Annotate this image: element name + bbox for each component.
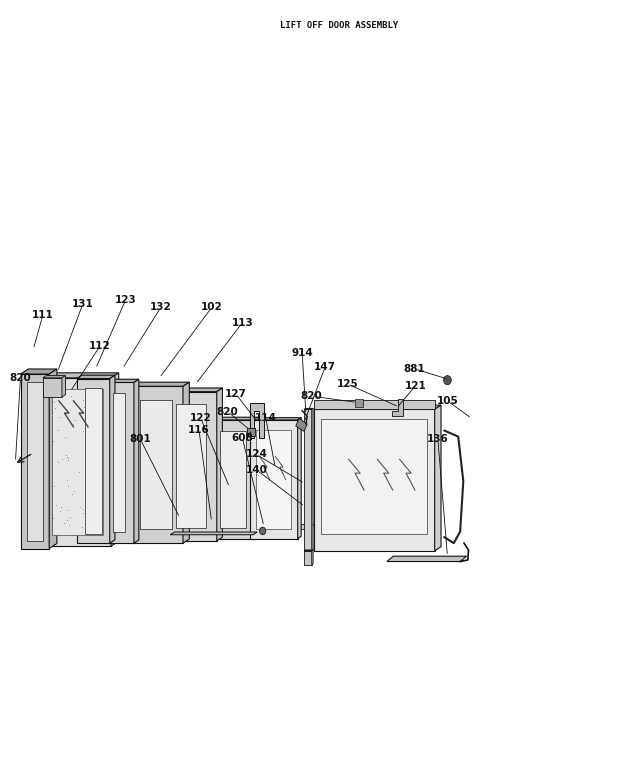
Text: 102: 102 bbox=[201, 303, 223, 313]
Text: 820: 820 bbox=[217, 406, 239, 416]
Polygon shape bbox=[314, 400, 435, 409]
Polygon shape bbox=[20, 369, 57, 374]
Polygon shape bbox=[78, 525, 315, 529]
Text: 105: 105 bbox=[436, 396, 458, 406]
Polygon shape bbox=[255, 417, 259, 538]
Polygon shape bbox=[304, 551, 312, 564]
Polygon shape bbox=[298, 418, 301, 538]
Polygon shape bbox=[62, 376, 65, 397]
Polygon shape bbox=[220, 431, 246, 528]
Text: 608: 608 bbox=[232, 432, 253, 442]
Text: 136: 136 bbox=[427, 434, 449, 444]
Polygon shape bbox=[27, 382, 43, 541]
Text: 820: 820 bbox=[301, 391, 323, 401]
Polygon shape bbox=[77, 376, 115, 379]
Text: 124: 124 bbox=[245, 449, 268, 459]
Text: LIFT OFF DOOR ASSEMBLY: LIFT OFF DOOR ASSEMBLY bbox=[280, 21, 398, 29]
Polygon shape bbox=[246, 429, 255, 436]
Circle shape bbox=[444, 376, 451, 385]
Polygon shape bbox=[217, 388, 222, 541]
Text: 112: 112 bbox=[90, 341, 111, 351]
Polygon shape bbox=[435, 406, 441, 551]
Polygon shape bbox=[211, 420, 255, 538]
Polygon shape bbox=[166, 392, 217, 541]
Polygon shape bbox=[170, 532, 257, 535]
Polygon shape bbox=[183, 382, 189, 543]
Text: 127: 127 bbox=[225, 389, 247, 399]
Polygon shape bbox=[355, 399, 364, 407]
Text: 123: 123 bbox=[115, 295, 136, 305]
Polygon shape bbox=[129, 386, 183, 543]
Polygon shape bbox=[250, 418, 301, 420]
Polygon shape bbox=[256, 430, 291, 529]
Polygon shape bbox=[111, 372, 118, 546]
Polygon shape bbox=[296, 419, 307, 432]
Text: 111: 111 bbox=[32, 310, 54, 320]
Polygon shape bbox=[166, 388, 222, 392]
Text: 914: 914 bbox=[291, 349, 313, 359]
Polygon shape bbox=[84, 389, 102, 534]
Polygon shape bbox=[321, 419, 427, 534]
Text: 132: 132 bbox=[150, 303, 172, 313]
Polygon shape bbox=[44, 378, 111, 546]
Text: 121: 121 bbox=[404, 380, 426, 391]
Polygon shape bbox=[109, 376, 115, 543]
Polygon shape bbox=[77, 379, 109, 543]
Polygon shape bbox=[134, 379, 139, 543]
Polygon shape bbox=[314, 406, 441, 409]
Polygon shape bbox=[312, 550, 313, 564]
Polygon shape bbox=[52, 389, 103, 535]
Polygon shape bbox=[44, 372, 118, 378]
Text: 125: 125 bbox=[337, 379, 358, 389]
Polygon shape bbox=[140, 400, 172, 529]
Polygon shape bbox=[314, 409, 435, 551]
Polygon shape bbox=[113, 393, 125, 532]
Text: 116: 116 bbox=[188, 425, 210, 435]
Text: 113: 113 bbox=[232, 318, 253, 328]
Polygon shape bbox=[250, 420, 298, 538]
Polygon shape bbox=[20, 374, 49, 548]
Text: 820: 820 bbox=[10, 373, 31, 383]
Polygon shape bbox=[49, 369, 57, 548]
Polygon shape bbox=[304, 550, 313, 551]
Polygon shape bbox=[103, 379, 139, 382]
Text: 131: 131 bbox=[72, 299, 94, 309]
Polygon shape bbox=[43, 376, 65, 378]
Polygon shape bbox=[387, 556, 467, 561]
Text: 147: 147 bbox=[314, 362, 336, 372]
Polygon shape bbox=[392, 399, 403, 416]
Text: 140: 140 bbox=[245, 465, 268, 475]
Text: 122: 122 bbox=[190, 413, 212, 423]
Polygon shape bbox=[211, 417, 259, 420]
Polygon shape bbox=[176, 404, 207, 528]
Polygon shape bbox=[250, 403, 264, 438]
Circle shape bbox=[259, 527, 266, 535]
Text: 801: 801 bbox=[129, 434, 151, 444]
Text: 881: 881 bbox=[403, 364, 425, 374]
Polygon shape bbox=[304, 409, 312, 551]
Polygon shape bbox=[103, 382, 134, 543]
Polygon shape bbox=[129, 382, 189, 386]
Polygon shape bbox=[312, 409, 313, 551]
Text: 114: 114 bbox=[255, 413, 276, 423]
Polygon shape bbox=[43, 378, 62, 397]
